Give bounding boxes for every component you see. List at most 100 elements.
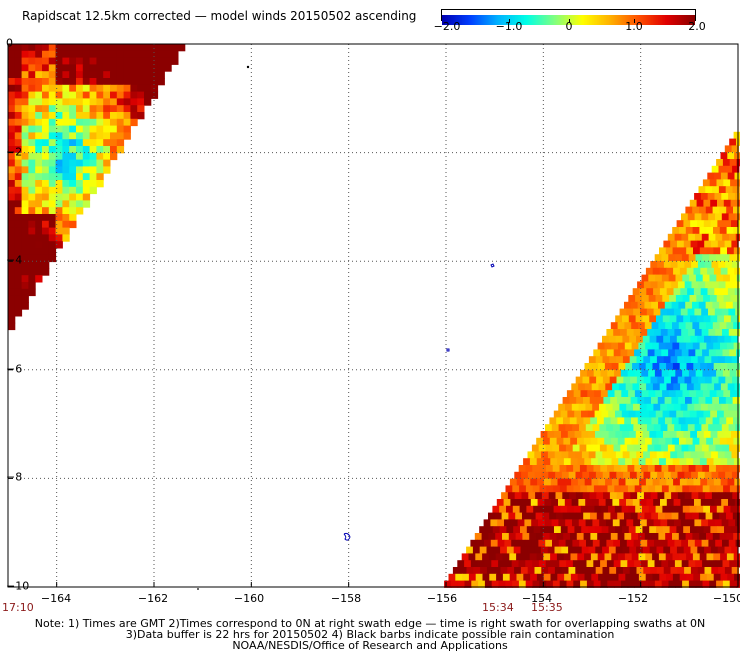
wind-cell: [144, 92, 151, 99]
wind-cell: [667, 288, 674, 295]
wind-cell: [700, 343, 707, 350]
wind-cell: [103, 58, 110, 65]
wind-cell: [713, 553, 720, 560]
wind-cell: [699, 438, 706, 445]
wind-cell: [658, 492, 665, 499]
wind-cell: [564, 574, 571, 581]
wind-cell: [516, 553, 523, 560]
wind-cell: [718, 356, 725, 363]
wind-cell: [110, 71, 117, 78]
wind-cell: [719, 417, 726, 424]
wind-cell: [15, 64, 22, 71]
wind-cell: [634, 445, 641, 452]
wind-cell: [675, 234, 682, 241]
wind-cell: [717, 179, 724, 186]
lat-label: −4: [6, 254, 22, 267]
wind-cell: [28, 139, 35, 146]
wind-cell: [623, 377, 630, 384]
wind-cell: [682, 445, 689, 452]
wind-cell: [645, 343, 652, 350]
wind-cell: [508, 492, 515, 499]
wind-cell: [15, 126, 22, 133]
wind-cell: [144, 78, 151, 85]
wind-cell: [601, 390, 608, 397]
wind-cell: [103, 132, 110, 139]
wind-cell: [530, 553, 537, 560]
wind-cell: [730, 254, 737, 261]
wind-cell: [117, 126, 124, 133]
wind-cell: [572, 424, 579, 431]
lon-label: −160: [234, 592, 264, 605]
wind-cell: [491, 540, 498, 547]
wind-cell: [22, 255, 29, 262]
wind-cell: [726, 492, 733, 499]
wind-cell: [621, 370, 628, 377]
wind-cell: [659, 247, 666, 254]
wind-cell: [705, 186, 712, 193]
wind-cell: [536, 513, 543, 520]
wind-cell: [646, 383, 653, 390]
wind-cell: [580, 370, 587, 377]
wind-cell: [22, 180, 29, 187]
wind-cell: [124, 98, 131, 105]
wind-cell: [533, 506, 540, 513]
wind-cell: [734, 458, 740, 465]
wind-cell: [594, 485, 601, 492]
wind-cell: [462, 553, 469, 560]
wind-cell: [613, 540, 620, 547]
wind-cell: [526, 485, 533, 492]
wind-cell: [638, 438, 645, 445]
wind-cell: [96, 71, 103, 78]
wind-cell: [690, 315, 697, 322]
wind-cell: [42, 194, 49, 201]
wind-cell: [625, 553, 632, 560]
wind-cell: [733, 533, 740, 540]
wind-cell: [703, 295, 710, 302]
wind-cell: [731, 431, 738, 438]
wind-cell: [720, 322, 727, 329]
wind-cell: [586, 519, 593, 526]
wind-cell: [715, 309, 722, 316]
wind-cell: [110, 112, 117, 119]
wind-cell: [650, 451, 657, 458]
wind-cell: [471, 560, 478, 567]
wind-cell: [628, 485, 635, 492]
wind-cell: [69, 173, 76, 180]
wind-cell: [694, 383, 701, 390]
wind-cell: [602, 547, 609, 554]
wind-cell: [585, 574, 592, 581]
wind-cell: [584, 553, 591, 560]
wind-cell: [733, 438, 740, 445]
wind-cell: [601, 506, 608, 513]
wind-cell: [35, 58, 42, 65]
wind-cell: [15, 166, 22, 173]
wind-cell: [630, 567, 637, 574]
wind-cell: [728, 519, 735, 526]
wind-cell: [619, 404, 626, 411]
wind-cell: [22, 92, 29, 99]
wind-cell: [708, 213, 715, 220]
wind-cell: [715, 329, 722, 336]
wind-cell: [522, 533, 529, 540]
wind-cell: [28, 78, 35, 85]
wind-cell: [679, 343, 686, 350]
wind-cell: [62, 173, 69, 180]
wind-cell: [723, 370, 730, 377]
wind-cell: [49, 44, 56, 51]
wind-cell: [35, 262, 42, 269]
wind-cell: [76, 139, 83, 146]
wind-cell: [76, 92, 83, 99]
wind-cell: [562, 451, 569, 458]
wind-cell: [28, 58, 35, 65]
wind-cell: [556, 417, 563, 424]
wind-cell: [667, 383, 674, 390]
wind-cell: [599, 424, 606, 431]
wind-cell: [449, 574, 456, 581]
wind-cell: [524, 479, 531, 486]
wind-cell: [557, 553, 564, 560]
wind-cell: [49, 173, 56, 180]
wind-cell: [656, 526, 663, 533]
wind-cell: [582, 451, 589, 458]
wind-cell: [69, 166, 76, 173]
wind-cell: [690, 506, 697, 513]
